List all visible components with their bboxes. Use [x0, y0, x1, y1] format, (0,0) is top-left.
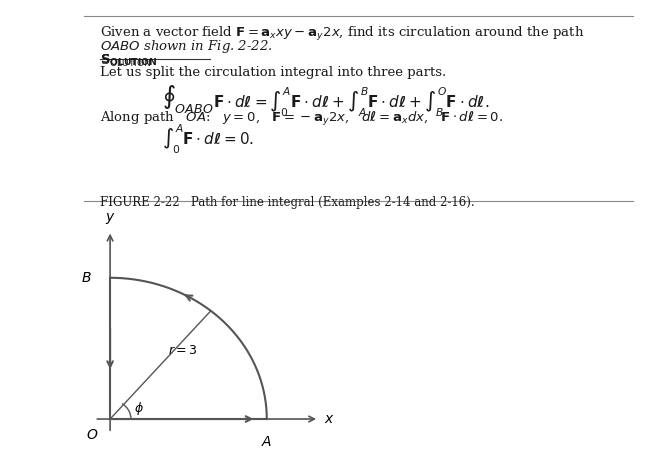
Text: $x$: $x$	[324, 412, 335, 426]
Text: $\phi$: $\phi$	[134, 400, 144, 417]
Text: $\int_0^A \mathbf{F} \cdot d\boldsymbol{\ell} = 0.$: $\int_0^A \mathbf{F} \cdot d\boldsymbol{…	[162, 122, 254, 155]
Text: Let us split the circulation integral into three parts.: Let us split the circulation integral in…	[100, 66, 446, 79]
Text: $y$: $y$	[105, 211, 116, 226]
Text: Along path   $OA$:   $y = 0$,   $\mathbf{F} = -\mathbf{a}_y 2x$,   $d\boldsymbol: Along path $OA$: $y = 0$, $\mathbf{F} = …	[100, 110, 503, 128]
Text: $OABO$ shown in Fig. 2-22.: $OABO$ shown in Fig. 2-22.	[100, 38, 273, 55]
Text: $\mathbf{F} \cdot d\boldsymbol{\ell} = \int_0^A \mathbf{F} \cdot d\boldsymbol{\e: $\mathbf{F} \cdot d\boldsymbol{\ell} = \…	[213, 85, 490, 118]
Text: $\mathbf{S}_{\mathbf{OLUTION}}$: $\mathbf{S}_{\mathbf{OLUTION}}$	[100, 53, 158, 68]
Text: $\oint_{OABO}$: $\oint_{OABO}$	[162, 83, 213, 115]
Text: FIGURE 2-22   Path for line integral (Examples 2-14 and 2-16).: FIGURE 2-22 Path for line integral (Exam…	[100, 196, 475, 209]
Text: $A$: $A$	[261, 436, 273, 449]
Text: Given a vector field $\mathbf{F} = \mathbf{a}_x xy - \mathbf{a}_y 2x$, find its : Given a vector field $\mathbf{F} = \math…	[100, 25, 585, 43]
Text: $r = 3$: $r = 3$	[167, 344, 197, 357]
Text: $B$: $B$	[81, 271, 92, 285]
Text: $O$: $O$	[86, 428, 98, 443]
Text: S$_{\mathrm{OLUTION}}$: S$_{\mathrm{OLUTION}}$	[100, 53, 152, 69]
